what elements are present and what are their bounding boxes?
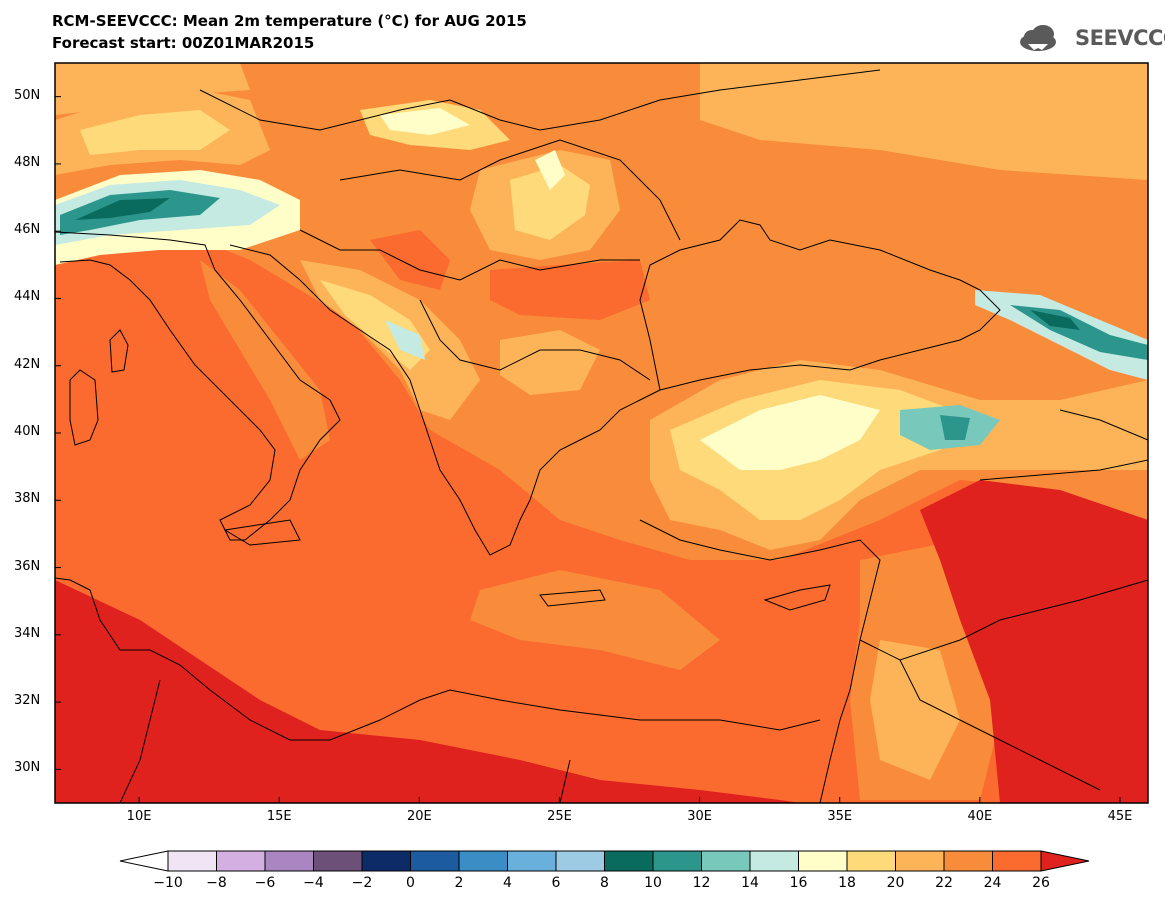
colorbar-label: 24 (983, 875, 1002, 891)
lon-label: 10E (126, 809, 152, 824)
forecast-start-label: Forecast start: 00Z01MAR2015 (52, 34, 315, 52)
lat-label: 48N (14, 154, 41, 170)
colorbar-label: 18 (838, 875, 856, 891)
colorbar-label: 26 (1032, 875, 1050, 891)
colorbar-label: 6 (551, 875, 561, 891)
lat-label: 44N (14, 289, 41, 305)
coastlines (55, 69, 1148, 803)
lon-label: 35E (827, 809, 853, 824)
lon-label: 30E (687, 809, 712, 824)
seevccc-logo (1020, 25, 1056, 51)
temperature-field (55, 63, 1148, 803)
colorbar-label: 22 (935, 875, 953, 891)
lat-label: 34N (14, 625, 41, 641)
colorbar-label: 14 (741, 875, 759, 891)
colorbar-label: −10 (153, 875, 183, 891)
lat-label: 42N (14, 356, 41, 372)
colorbar-label: 16 (789, 875, 808, 891)
lat-label: 46N (14, 222, 41, 238)
map-title: RCM-SEEVCCC: Mean 2m temperature (°C) fo… (52, 12, 527, 30)
colorbar-label: 2 (454, 875, 464, 891)
colorbar-label: −6 (254, 875, 276, 891)
lon-label: 15E (266, 809, 292, 824)
colorbar-label: 12 (692, 875, 711, 891)
colorbar-label: 0 (406, 875, 415, 891)
colorbar-label: 20 (886, 875, 905, 891)
lat-label: 38N (14, 491, 41, 507)
lat-label: 40N (14, 424, 41, 439)
lat-label: 30N (14, 760, 41, 776)
lon-label: 20E (406, 809, 432, 824)
lat-label: 36N (14, 558, 41, 574)
lon-label: 25E (547, 809, 572, 824)
colorbar-label: −4 (303, 875, 324, 891)
lon-label: 45E (1107, 809, 1133, 824)
colorbar-label: 4 (503, 875, 512, 891)
colorbar-label: 10 (644, 875, 662, 891)
lat-label: 32N (14, 693, 41, 709)
cloud-icon (1020, 25, 1056, 51)
logo-text: SEEVCCC (1075, 26, 1165, 50)
colorbar-label: 8 (600, 875, 609, 891)
colorbar-label: −8 (206, 875, 227, 891)
lat-label: 50N (14, 87, 41, 103)
colorbar-label: −2 (351, 875, 373, 891)
lon-label: 40E (967, 809, 993, 824)
